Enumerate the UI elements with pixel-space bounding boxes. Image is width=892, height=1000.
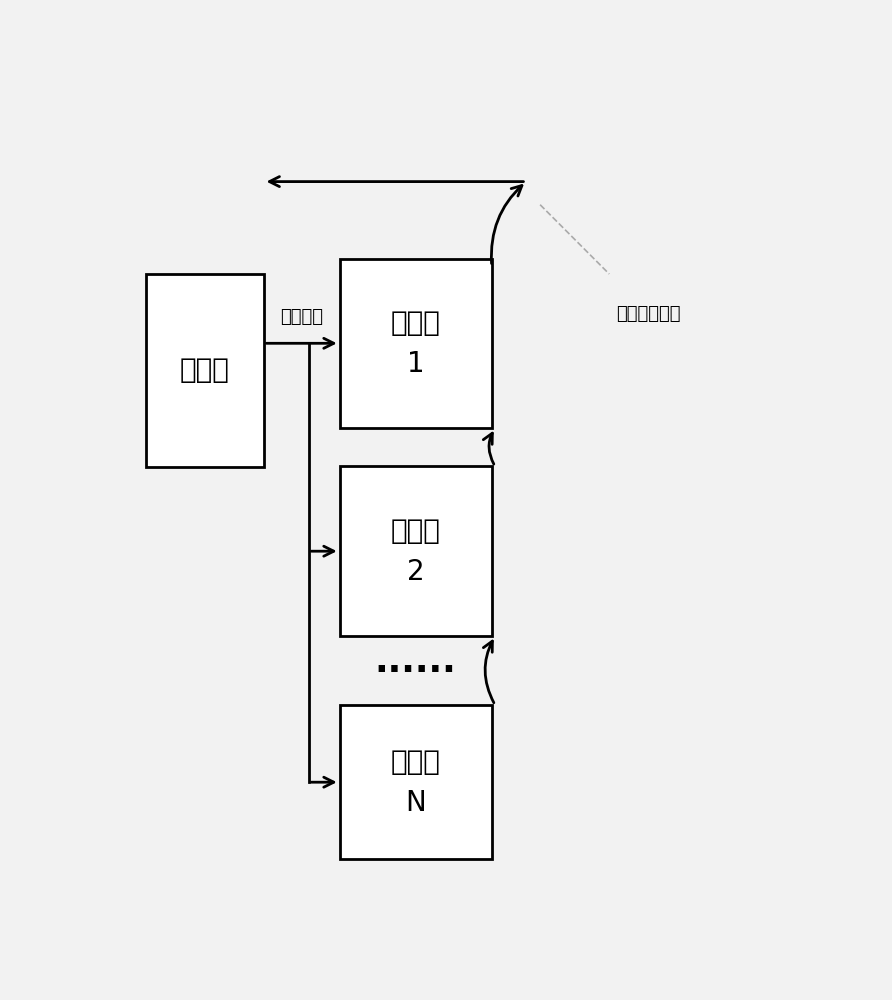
Text: 主设备: 主设备: [180, 356, 230, 384]
Text: 从设备
1: 从设备 1: [391, 309, 441, 378]
Bar: [340, 259, 491, 428]
Text: 从设备
2: 从设备 2: [391, 517, 441, 586]
Text: ······: ······: [375, 654, 457, 688]
Text: 从设备
N: 从设备 N: [391, 748, 441, 817]
Text: 请求总线: 请求总线: [280, 308, 323, 326]
FancyArrowPatch shape: [483, 433, 494, 464]
Bar: [146, 274, 264, 466]
Bar: [340, 466, 491, 636]
FancyArrowPatch shape: [491, 186, 522, 264]
Bar: [340, 705, 491, 859]
FancyArrowPatch shape: [483, 641, 494, 703]
Text: 从设备应答链: 从设备应答链: [616, 305, 681, 323]
